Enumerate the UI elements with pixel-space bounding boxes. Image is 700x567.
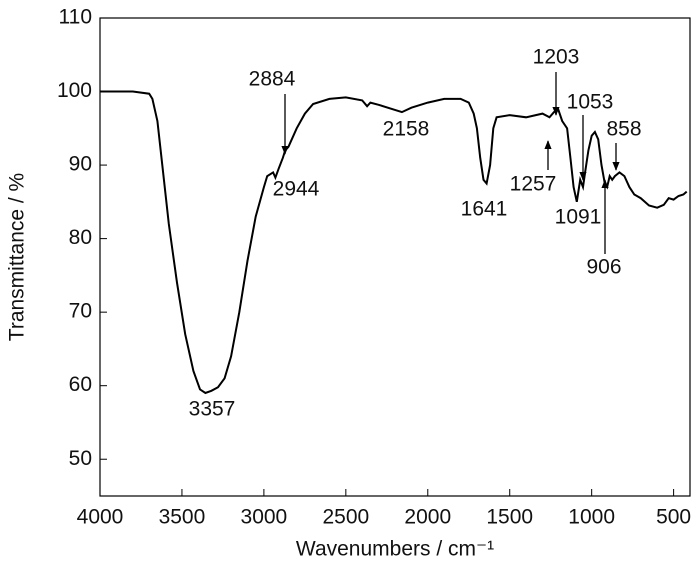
spectrum-line (100, 90, 688, 395)
y-tick-label: 90 (69, 153, 92, 176)
x-tick-label: 1500 (486, 506, 533, 529)
peak-label: 1641 (461, 198, 508, 221)
y-tick-label: 60 (69, 373, 92, 396)
peak-label: 1053 (567, 91, 614, 114)
x-axis-label: Wavenumbers / cm⁻¹ (296, 538, 494, 561)
y-tick-label: 50 (69, 447, 92, 470)
y-tick-label: 70 (69, 300, 92, 323)
plot-frame (99, 17, 691, 497)
x-tick-label: 3500 (159, 506, 206, 529)
peak-label: 858 (606, 118, 641, 141)
peak-label: 2944 (273, 178, 320, 201)
peak-label: 906 (586, 256, 621, 279)
y-tick-label: 110 (59, 6, 92, 29)
peak-label: 1091 (555, 206, 602, 229)
peak-label: 2158 (383, 118, 430, 141)
peak-label: 3357 (189, 398, 236, 421)
x-tick-label: 1000 (568, 506, 615, 529)
x-tick-label: 500 (656, 506, 691, 529)
y-tick-label: 80 (69, 226, 92, 249)
x-tick-label: 2500 (322, 506, 369, 529)
y-axis-label: Transmittance / % (6, 173, 29, 341)
x-tick-label: 3000 (241, 506, 288, 529)
x-tick-label: 2000 (404, 506, 451, 529)
x-tick-label: 4000 (77, 506, 124, 529)
peak-label: 2884 (249, 68, 296, 91)
y-tick-label: 100 (57, 79, 92, 102)
peak-label: 1257 (510, 173, 557, 196)
peak-label: 1203 (533, 46, 580, 69)
